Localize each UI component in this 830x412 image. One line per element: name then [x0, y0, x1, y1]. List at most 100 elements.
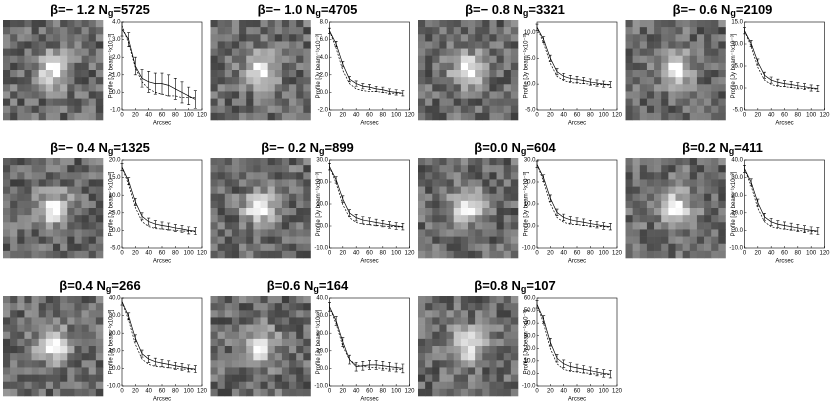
image-pixel: [17, 388, 25, 397]
image-pixel: [10, 317, 18, 325]
image-pixel: [3, 165, 11, 173]
image-pixel: [482, 303, 490, 311]
image-pixel: [260, 317, 268, 325]
image-pixel: [253, 55, 261, 64]
image-pixel: [60, 179, 68, 187]
image-pixel: [60, 200, 68, 209]
image-pixel: [632, 84, 641, 92]
image-pixel: [696, 250, 705, 259]
image-pixel: [668, 215, 676, 223]
image-pixel: [489, 250, 497, 259]
y-tick-label: 10.0: [316, 348, 328, 354]
image-pixel: [510, 346, 519, 354]
image-pixel: [496, 317, 505, 325]
image-pixel: [718, 172, 726, 180]
image-pixel: [53, 55, 61, 64]
image-pixel: [503, 34, 512, 42]
image-pixel: [267, 208, 276, 216]
image-pixel: [267, 353, 276, 361]
x-axis-label: Arcsec: [153, 259, 171, 265]
image-pixel: [60, 158, 68, 166]
image-pixel: [74, 229, 82, 237]
image-pixel: [81, 331, 90, 340]
image-pixel: [489, 229, 497, 237]
image-pixel: [67, 367, 75, 375]
image-pixel: [468, 374, 476, 383]
image-pixel: [446, 48, 455, 57]
image-pixel: [74, 193, 82, 202]
image-pixel: [718, 193, 726, 202]
image-pixel: [24, 62, 32, 71]
image-pixel: [31, 200, 40, 209]
image-pixel: [289, 215, 297, 223]
image-pixel: [661, 158, 669, 166]
image-pixel: [231, 310, 240, 318]
image-pixel: [496, 374, 505, 383]
image-pixel: [682, 55, 691, 64]
image-pixel: [267, 158, 276, 166]
image-pixel: [231, 105, 240, 114]
image-pixel: [31, 27, 40, 35]
image-pixel: [418, 310, 426, 318]
image-pixel: [489, 172, 497, 180]
x-tick-label: 100: [184, 113, 195, 119]
image-pixel: [668, 55, 676, 64]
image-pixel: [74, 172, 82, 180]
image-pixel: [267, 310, 276, 318]
image-pixel: [67, 193, 75, 202]
image-pixel: [425, 34, 433, 42]
image-pixel: [632, 222, 641, 230]
image-pixel: [296, 27, 304, 35]
image-pixel: [704, 208, 712, 216]
image-pixel: [74, 250, 82, 259]
error-bar: [180, 225, 184, 233]
image-pixel: [654, 91, 662, 99]
image-pixel: [10, 34, 18, 42]
image-pixel: [675, 158, 683, 166]
image-pixel: [260, 105, 268, 114]
image-pixel: [45, 55, 54, 64]
image-pixel: [303, 243, 311, 252]
image-pixel: [24, 367, 32, 375]
image-pixel: [246, 353, 254, 361]
image-pixel: [425, 158, 433, 166]
image-pixel: [210, 20, 218, 28]
y-tick-label: 30.0: [731, 175, 743, 181]
image-pixel: [81, 165, 90, 173]
image-pixel: [510, 331, 519, 340]
panel-title: β=0.4 Ng=266: [59, 278, 140, 294]
image-pixel: [639, 62, 648, 71]
y-axis-label: Profile [Jy beam⁻¹x10⁻³]: [109, 33, 115, 98]
image-pixel: [24, 229, 32, 237]
image-pixel: [482, 77, 490, 85]
image-pixel: [718, 165, 726, 173]
image-pixel: [3, 381, 11, 390]
image-pixel: [260, 98, 268, 107]
image-pixel: [31, 346, 40, 354]
image-pixel: [503, 374, 512, 383]
image-pixel: [10, 236, 18, 245]
image-pixel: [260, 91, 268, 99]
x-tick-label: 60: [159, 251, 166, 257]
image-pixel: [289, 112, 297, 121]
image-pixel: [468, 324, 476, 333]
image-pixel: [289, 222, 297, 230]
image-pixel: [81, 200, 90, 209]
image-pixel: [267, 229, 276, 237]
image-pixel: [17, 48, 25, 57]
image-pixel: [510, 381, 519, 390]
image-pixel: [675, 34, 683, 42]
x-tick-label: 80: [379, 389, 386, 395]
image-pixel: [689, 55, 698, 64]
image-pixel: [231, 172, 240, 180]
image-pixel: [210, 229, 218, 237]
y-tick-label: -5.0: [733, 108, 744, 114]
title-subscript: g: [319, 146, 325, 156]
image-pixel: [510, 324, 519, 333]
image-pixel: [38, 193, 47, 202]
error-bar: [595, 367, 599, 377]
error-bar: [608, 370, 612, 379]
image-pixel: [425, 331, 433, 340]
error-bar: [602, 369, 606, 378]
image-pixel: [453, 310, 462, 318]
